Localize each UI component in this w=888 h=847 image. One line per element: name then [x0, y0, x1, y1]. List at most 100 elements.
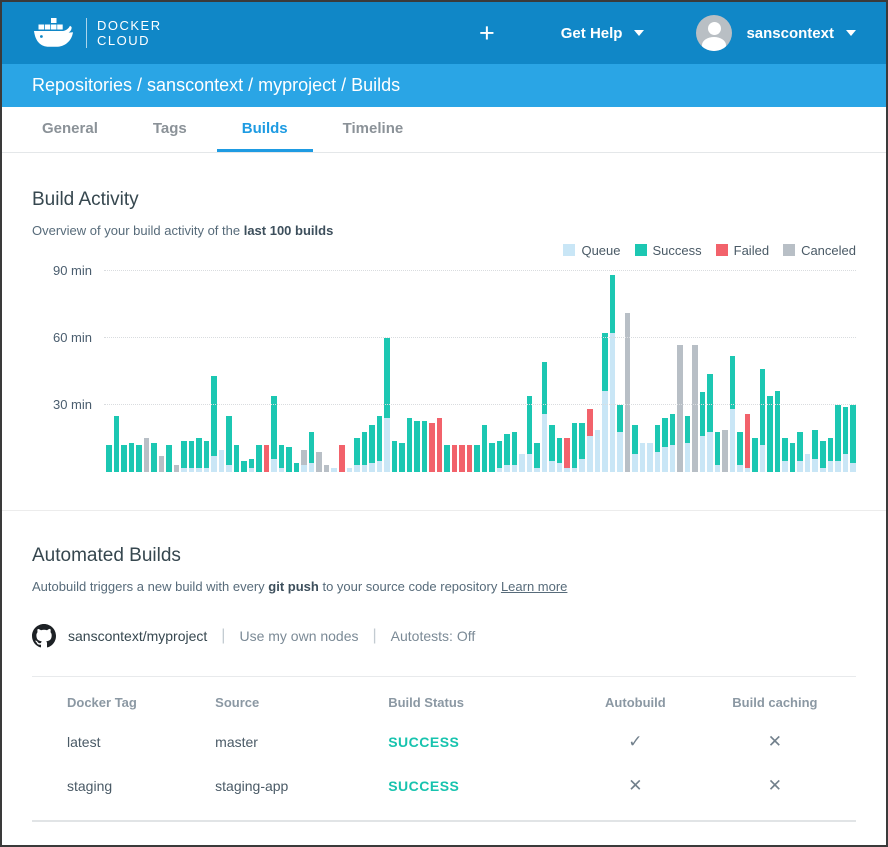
autobuild-toggle-icon[interactable]: ✕ [628, 776, 642, 795]
build-bar [722, 264, 728, 472]
success-segment [114, 416, 120, 472]
build-bar [692, 264, 698, 472]
canceled-segment [144, 438, 150, 472]
build-bar [715, 264, 721, 472]
success-segment [790, 443, 796, 472]
success-segment [129, 443, 135, 472]
success-segment [384, 338, 390, 419]
build-bar [331, 264, 337, 472]
build-bar [339, 264, 345, 472]
source-cell: staging-app [207, 764, 380, 808]
queue-segment [640, 443, 646, 472]
failed-segment [459, 445, 465, 472]
y-axis-label: 90 min [53, 262, 92, 277]
queue-segment [805, 454, 811, 472]
queue-segment [204, 468, 210, 472]
column-autobuild: Autobuild [577, 677, 694, 721]
success-segment [797, 432, 803, 461]
column-build-status: Build Status [380, 677, 577, 721]
docker-cloud-logo[interactable]: DOCKER CLOUD [32, 17, 162, 49]
tab-builds[interactable]: Builds [217, 107, 313, 152]
docker-tag-cell: latest [32, 720, 207, 764]
build-bar [249, 264, 255, 472]
gridline-30: 30 min [104, 404, 856, 405]
source-repo-row: sanscontext/myproject | Use my own nodes… [32, 624, 856, 648]
success-segment [181, 441, 187, 468]
chart-bars [106, 264, 856, 472]
column-source: Source [207, 677, 380, 721]
build-bar [234, 264, 240, 472]
success-segment [482, 425, 488, 472]
learn-more-link[interactable]: Learn more [501, 579, 567, 594]
tab-tags[interactable]: Tags [128, 107, 212, 152]
canceled-segment [159, 456, 165, 472]
build-caching-toggle-icon[interactable]: ✕ [768, 776, 782, 795]
failed-segment [467, 445, 473, 472]
queue-segment [715, 465, 721, 472]
success-segment [835, 405, 841, 461]
build-bar [632, 264, 638, 472]
build-bar [828, 264, 834, 472]
build-bar [294, 264, 300, 472]
user-menu[interactable]: sanscontext [696, 15, 856, 51]
queue-segment [181, 468, 187, 472]
success-segment [497, 441, 503, 468]
build-bar [106, 264, 112, 472]
queue-segment [512, 465, 518, 472]
tab-general[interactable]: General [17, 107, 123, 152]
success-segment [610, 275, 616, 333]
success-segment [234, 445, 240, 472]
build-bar [392, 264, 398, 472]
success-segment [828, 438, 834, 460]
build-bar [497, 264, 503, 472]
create-new-button[interactable]: + [473, 20, 501, 47]
queue-segment [549, 461, 555, 472]
success-segment [850, 405, 856, 463]
get-help-label: Get Help [561, 25, 623, 42]
failed-segment [587, 409, 593, 436]
success-segment [294, 463, 300, 472]
build-bar [362, 264, 368, 472]
success-segment [279, 445, 285, 467]
autobuild-toggle-icon[interactable]: ✓ [628, 732, 642, 751]
queue-segment [828, 461, 834, 472]
build-bar [745, 264, 751, 472]
queue-segment [331, 468, 337, 472]
success-segment [136, 445, 142, 472]
tab-timeline[interactable]: Timeline [318, 107, 429, 152]
success-segment [707, 374, 713, 432]
bottom-divider [32, 820, 856, 822]
canceled-swatch-icon [783, 244, 795, 256]
success-segment [196, 438, 202, 467]
queue-segment [745, 468, 751, 472]
autotests-label: Autotests: Off [391, 628, 476, 644]
success-segment [474, 445, 480, 472]
build-bar [843, 264, 849, 472]
build-bar [730, 264, 736, 472]
get-help-menu[interactable]: Get Help [561, 25, 645, 42]
source-cell: master [207, 720, 380, 764]
queue-swatch-icon [563, 244, 575, 256]
brand-divider [86, 18, 87, 48]
success-segment [407, 418, 413, 472]
build-bar [647, 264, 653, 472]
queue-segment [579, 459, 585, 472]
breadcrumb[interactable]: Repositories / sanscontext / myproject /… [32, 75, 400, 96]
queue-segment [760, 445, 766, 472]
success-segment [572, 423, 578, 468]
build-bar [279, 264, 285, 472]
success-segment [534, 443, 540, 468]
build-bar [782, 264, 788, 472]
build-bar [474, 264, 480, 472]
build-bar [271, 264, 277, 472]
success-segment [354, 438, 360, 465]
success-segment [189, 441, 195, 468]
queue-segment [564, 468, 570, 472]
queue-segment [497, 468, 503, 472]
success-segment [752, 438, 758, 472]
failed-segment [452, 445, 458, 472]
build-bar [767, 264, 773, 472]
build-bar [775, 264, 781, 472]
build-caching-toggle-icon[interactable]: ✕ [768, 732, 782, 751]
table-row: latest master SUCCESS ✓ ✕ [32, 720, 856, 764]
